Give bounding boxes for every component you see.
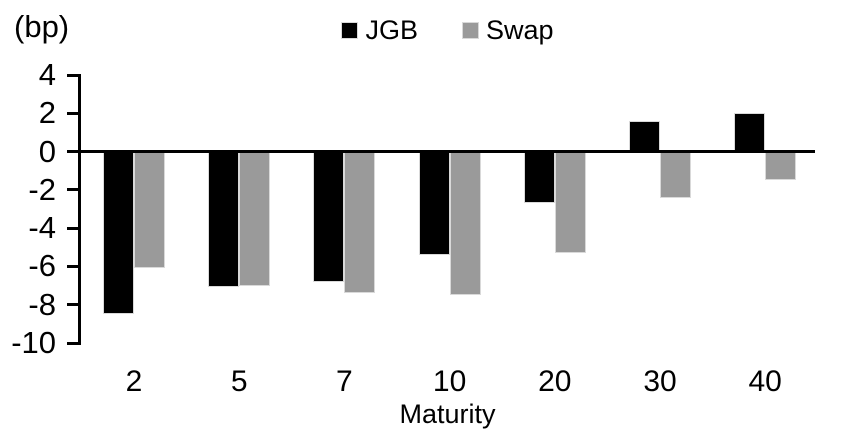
y-tick-mark bbox=[67, 188, 78, 192]
y-tick-label: -2 bbox=[28, 171, 56, 207]
x-tick-label: 5 bbox=[230, 365, 248, 398]
x-tick-label: 2 bbox=[125, 365, 143, 398]
bar-swap-30 bbox=[660, 151, 691, 198]
legend-label-jgb: JGB bbox=[365, 15, 418, 45]
y-tick-mark bbox=[67, 111, 78, 115]
bar-swap-20 bbox=[554, 151, 586, 254]
y-tick-mark bbox=[67, 150, 78, 154]
legend-item-swap: Swap bbox=[461, 15, 554, 45]
bar-swap-2 bbox=[134, 151, 165, 269]
bar-swap-10 bbox=[449, 151, 481, 296]
bar-jgb-2 bbox=[103, 151, 134, 315]
y-tick-label: 0 bbox=[38, 133, 56, 169]
y-tick-mark bbox=[67, 341, 78, 345]
y-axis-unit-label: (bp) bbox=[14, 9, 70, 44]
x-tick-label: 10 bbox=[432, 365, 467, 398]
zero-baseline bbox=[78, 150, 815, 154]
y-tick-label: -4 bbox=[28, 210, 56, 246]
legend-item-jgb: JGB bbox=[341, 16, 418, 44]
y-tick-label: 4 bbox=[38, 57, 56, 92]
y-tick-label: -10 bbox=[11, 325, 56, 360]
y-tick-mark bbox=[67, 264, 78, 268]
x-axis-title: Maturity bbox=[399, 399, 496, 429]
y-tick-label: -6 bbox=[28, 248, 56, 284]
x-tick-label: 40 bbox=[748, 365, 782, 398]
bar-jgb-30 bbox=[629, 120, 660, 152]
legend-swatch-swap bbox=[461, 21, 479, 39]
bar-swap-5 bbox=[239, 151, 271, 286]
legend-swatch-jgb bbox=[341, 21, 359, 39]
bar-swap-40 bbox=[765, 151, 797, 181]
x-tick-label: 20 bbox=[538, 365, 572, 398]
legend-label-swap: Swap bbox=[485, 15, 554, 45]
bar-jgb-20 bbox=[523, 151, 555, 204]
chart-legend: JGB Swap bbox=[80, 16, 815, 44]
bar-jgb-7 bbox=[313, 151, 345, 282]
bar-jgb-5 bbox=[208, 151, 240, 288]
bar-jgb-40 bbox=[734, 113, 766, 152]
bar-jgb-10 bbox=[418, 151, 450, 255]
y-tick-label: -8 bbox=[28, 286, 56, 322]
x-tick-label: 30 bbox=[643, 365, 677, 398]
y-tick-label: 2 bbox=[38, 95, 56, 131]
y-axis-line bbox=[78, 73, 81, 345]
bar-swap-7 bbox=[344, 151, 376, 294]
x-tick-label: 7 bbox=[336, 365, 353, 398]
y-tick-mark bbox=[67, 226, 78, 230]
y-tick-mark bbox=[67, 303, 78, 307]
y-tick-mark bbox=[67, 73, 78, 77]
